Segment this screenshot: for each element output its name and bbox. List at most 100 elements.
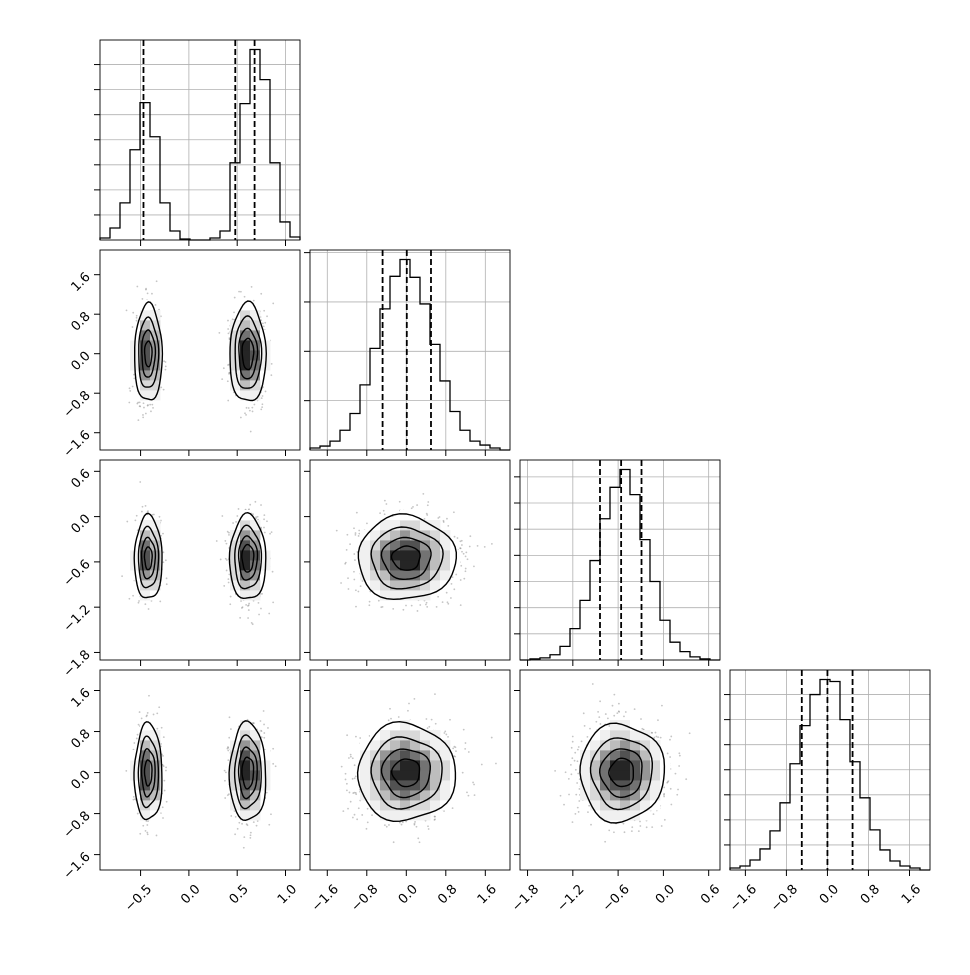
sample-point bbox=[253, 403, 256, 406]
sample-point bbox=[346, 734, 349, 737]
sample-point bbox=[453, 535, 456, 538]
density-cell bbox=[370, 800, 381, 811]
sample-point bbox=[402, 608, 405, 611]
sample-point bbox=[259, 720, 262, 722]
sample-point bbox=[639, 820, 641, 823]
sample-point bbox=[135, 314, 138, 317]
sample-point bbox=[144, 603, 147, 606]
sample-point bbox=[444, 730, 447, 733]
sample-point bbox=[261, 395, 264, 397]
histogram-panel-1 bbox=[94, 39, 301, 246]
density-cell bbox=[410, 540, 421, 551]
y-tick-label: −1.6 bbox=[61, 428, 94, 461]
sample-point bbox=[159, 600, 162, 603]
sample-point bbox=[353, 813, 356, 816]
contour-line bbox=[390, 545, 421, 571]
sample-point bbox=[226, 530, 229, 533]
sample-point bbox=[141, 298, 144, 300]
sample-point bbox=[666, 752, 669, 755]
sample-point bbox=[269, 532, 271, 535]
sample-point bbox=[611, 704, 614, 707]
sample-point bbox=[221, 378, 224, 381]
density-cell bbox=[250, 800, 261, 811]
sample-point bbox=[358, 529, 361, 532]
density-cell bbox=[630, 810, 641, 821]
x-tick-label: −0.8 bbox=[768, 882, 801, 915]
sample-point bbox=[163, 779, 166, 782]
sample-point bbox=[136, 402, 139, 405]
sample-point bbox=[128, 387, 131, 390]
density-cell bbox=[650, 770, 661, 781]
density-cell bbox=[250, 380, 261, 391]
density-cell bbox=[400, 730, 411, 741]
density-cell bbox=[610, 770, 621, 781]
density-cell bbox=[390, 750, 401, 761]
contour-line bbox=[241, 543, 255, 573]
density-cell bbox=[390, 770, 401, 781]
density-cell bbox=[230, 790, 241, 801]
density-cell bbox=[430, 530, 441, 541]
density-cell bbox=[230, 750, 241, 761]
density-cell bbox=[380, 770, 391, 781]
density-cell bbox=[440, 550, 451, 561]
sample-point bbox=[262, 325, 265, 328]
sample-point bbox=[270, 374, 273, 377]
panel-frame bbox=[309, 459, 511, 661]
density-cell bbox=[240, 560, 251, 571]
sample-point bbox=[349, 800, 352, 803]
sample-point bbox=[490, 542, 493, 545]
density-cell bbox=[400, 580, 411, 591]
density-cell bbox=[640, 780, 651, 791]
contour-line bbox=[134, 301, 164, 401]
sample-point bbox=[248, 409, 251, 412]
sample-point bbox=[265, 791, 268, 794]
density-cell bbox=[640, 750, 651, 761]
contour-line bbox=[238, 327, 259, 380]
sample-point bbox=[155, 834, 158, 837]
density-cell bbox=[640, 730, 651, 741]
sample-point bbox=[425, 603, 427, 606]
density-cell bbox=[640, 800, 651, 811]
sample-point bbox=[263, 526, 265, 529]
sample-point bbox=[238, 821, 241, 824]
sample-point bbox=[136, 812, 139, 815]
sample-point bbox=[357, 535, 360, 537]
y-tick-label: 1.6 bbox=[68, 686, 93, 711]
sample-point bbox=[135, 737, 138, 740]
y-tick-label: −1.6 bbox=[61, 850, 94, 883]
density-cell bbox=[400, 590, 411, 601]
sample-point bbox=[155, 280, 158, 283]
sample-point bbox=[234, 815, 237, 818]
density-cell bbox=[630, 800, 641, 811]
contour-line bbox=[229, 300, 268, 402]
sample-point bbox=[381, 605, 384, 608]
sample-point bbox=[225, 542, 228, 545]
y-tick-label: 0.0 bbox=[68, 349, 93, 374]
sample-point bbox=[383, 824, 386, 826]
sample-point bbox=[147, 608, 150, 610]
x-tick-label: 0.0 bbox=[396, 882, 421, 907]
density-cell bbox=[410, 770, 421, 781]
density-cell bbox=[390, 720, 401, 731]
sample-point bbox=[270, 813, 272, 816]
sample-point bbox=[143, 406, 145, 409]
sample-point bbox=[150, 410, 152, 413]
density-cell bbox=[650, 750, 661, 761]
sample-point bbox=[352, 792, 355, 794]
sample-point bbox=[430, 718, 433, 721]
sample-point bbox=[428, 725, 431, 728]
density-cell bbox=[150, 790, 161, 801]
sample-point bbox=[239, 290, 242, 293]
density-cell bbox=[600, 790, 611, 801]
density-cell bbox=[380, 800, 391, 811]
sample-point bbox=[447, 735, 449, 738]
density-cell bbox=[590, 800, 601, 811]
sample-point bbox=[476, 544, 479, 547]
contour-line bbox=[228, 511, 267, 600]
sample-point bbox=[467, 794, 470, 797]
contour-line bbox=[241, 756, 255, 790]
sample-point bbox=[441, 601, 444, 603]
density-cell bbox=[390, 780, 401, 791]
sample-point bbox=[353, 570, 355, 573]
sample-point bbox=[569, 764, 572, 766]
